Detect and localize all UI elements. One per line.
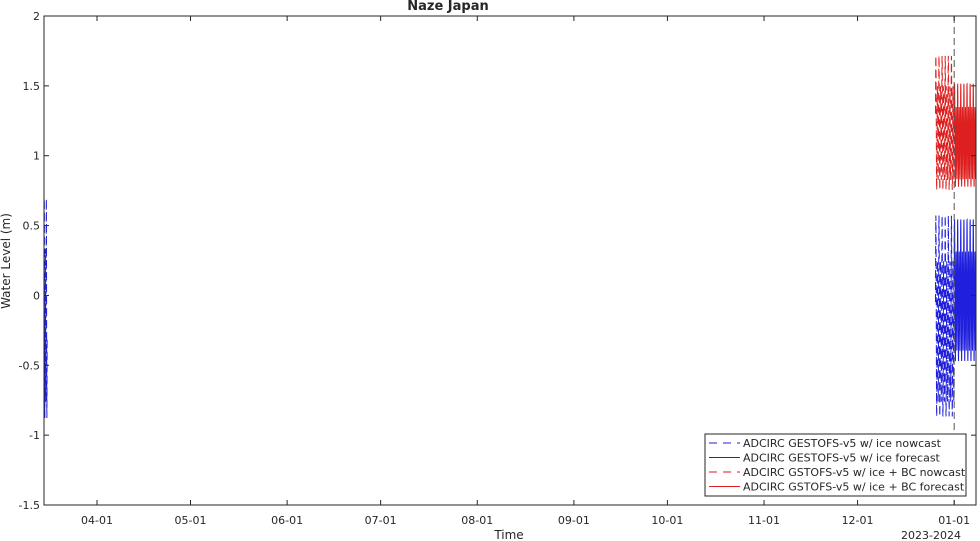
x-tick-label: 08-01 bbox=[461, 514, 493, 527]
y-tick-label: -0.5 bbox=[19, 359, 40, 372]
axes-frame bbox=[43, 15, 977, 506]
chart-title: Naze Japan bbox=[407, 0, 489, 14]
plot-area bbox=[43, 16, 977, 505]
x-tick-label: 07-01 bbox=[365, 514, 397, 527]
legend-entry-1: ADCIRC GESTOFS-v5 w/ ice nowcast bbox=[743, 437, 942, 450]
y-tick-label: -1 bbox=[29, 429, 40, 442]
axes: 04-01 05-01 06-01 07-01 08-01 09-01 10-01 11-01… bbox=[19, 10, 977, 527]
x-tick-label: 01-01 bbox=[938, 514, 970, 527]
x-tick-label: 09-01 bbox=[558, 514, 590, 527]
legend: ADCIRC GESTOFS-v5 w/ ice nowcast ADCIRC G… bbox=[704, 433, 967, 497]
legend-entry-4: ADCIRC GSTOFS-v5 w/ ice + BC forecast bbox=[743, 481, 965, 494]
y-tick-label: 2 bbox=[33, 10, 40, 23]
series-line-4-segment-1 bbox=[953, 82, 977, 187]
legend-entry-3: ADCIRC GSTOFS-v5 w/ ice + BC nowcast bbox=[743, 466, 966, 479]
y-tick-label: 0.5 bbox=[23, 220, 41, 233]
x-tick-label: 05-01 bbox=[175, 514, 207, 527]
series-line-1-segment-1 bbox=[43, 197, 48, 418]
y-tick-label: -1.5 bbox=[19, 499, 40, 512]
legend-entry-2: ADCIRC GESTOFS-v5 w/ ice forecast bbox=[743, 452, 941, 465]
x-axis-label: Time bbox=[493, 528, 523, 541]
x-tick-label: 04-01 bbox=[81, 514, 113, 527]
series-line-1-segment-2 bbox=[934, 215, 955, 417]
series-line-3-segment-1 bbox=[934, 55, 955, 190]
x-tick-label: 06-01 bbox=[271, 514, 303, 527]
y-tick-label: 1.5 bbox=[23, 80, 41, 93]
x-tick-label: 11-01 bbox=[748, 514, 780, 527]
y-axis-label: Water Level (m) bbox=[0, 213, 13, 309]
y-tick-label: 0 bbox=[33, 289, 40, 302]
x-tick-label: 12-01 bbox=[842, 514, 874, 527]
y-tick-label: 1 bbox=[33, 150, 40, 163]
x-axis-year-label: 2023-2024 bbox=[901, 529, 961, 541]
series-line-2-segment-1 bbox=[953, 218, 977, 362]
legend-box bbox=[704, 433, 967, 497]
x-tick-label: 10-01 bbox=[651, 514, 683, 527]
